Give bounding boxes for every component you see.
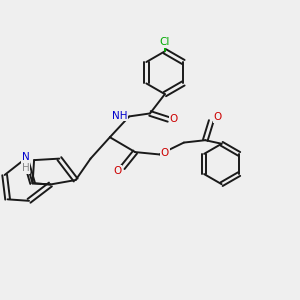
Text: O: O [213,112,221,122]
Text: N: N [22,152,30,162]
Text: Cl: Cl [160,38,170,47]
Text: O: O [113,166,122,176]
Text: O: O [161,148,169,158]
Text: H: H [22,164,30,173]
Text: NH: NH [112,111,128,121]
Text: O: O [170,114,178,124]
